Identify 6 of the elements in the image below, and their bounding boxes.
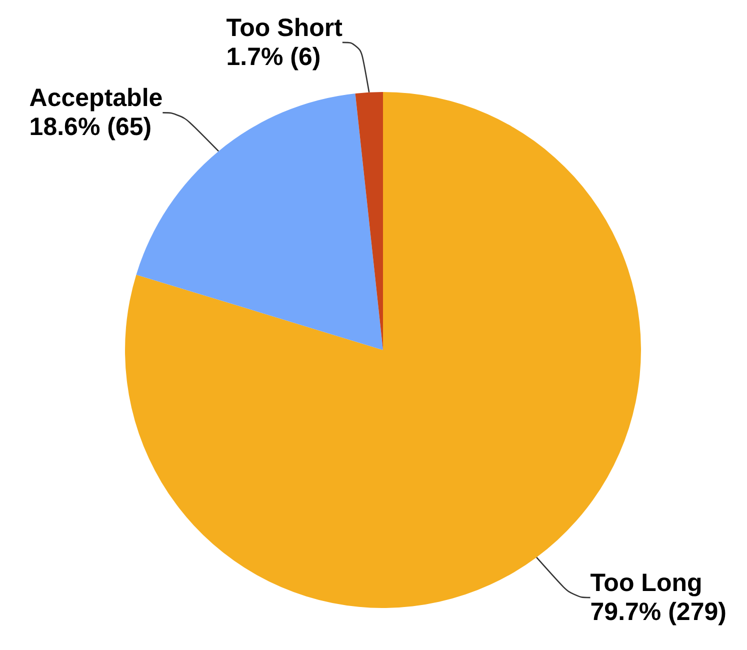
data-label: 79.7% (279) [590,598,726,626]
slice-label: Acceptable [29,84,163,112]
data-label: 18.6% (65) [29,113,152,142]
data-label: 1.7% (6) [226,42,321,71]
slice-label: Too Long [590,569,702,598]
slice-label: Too Short [226,14,344,42]
